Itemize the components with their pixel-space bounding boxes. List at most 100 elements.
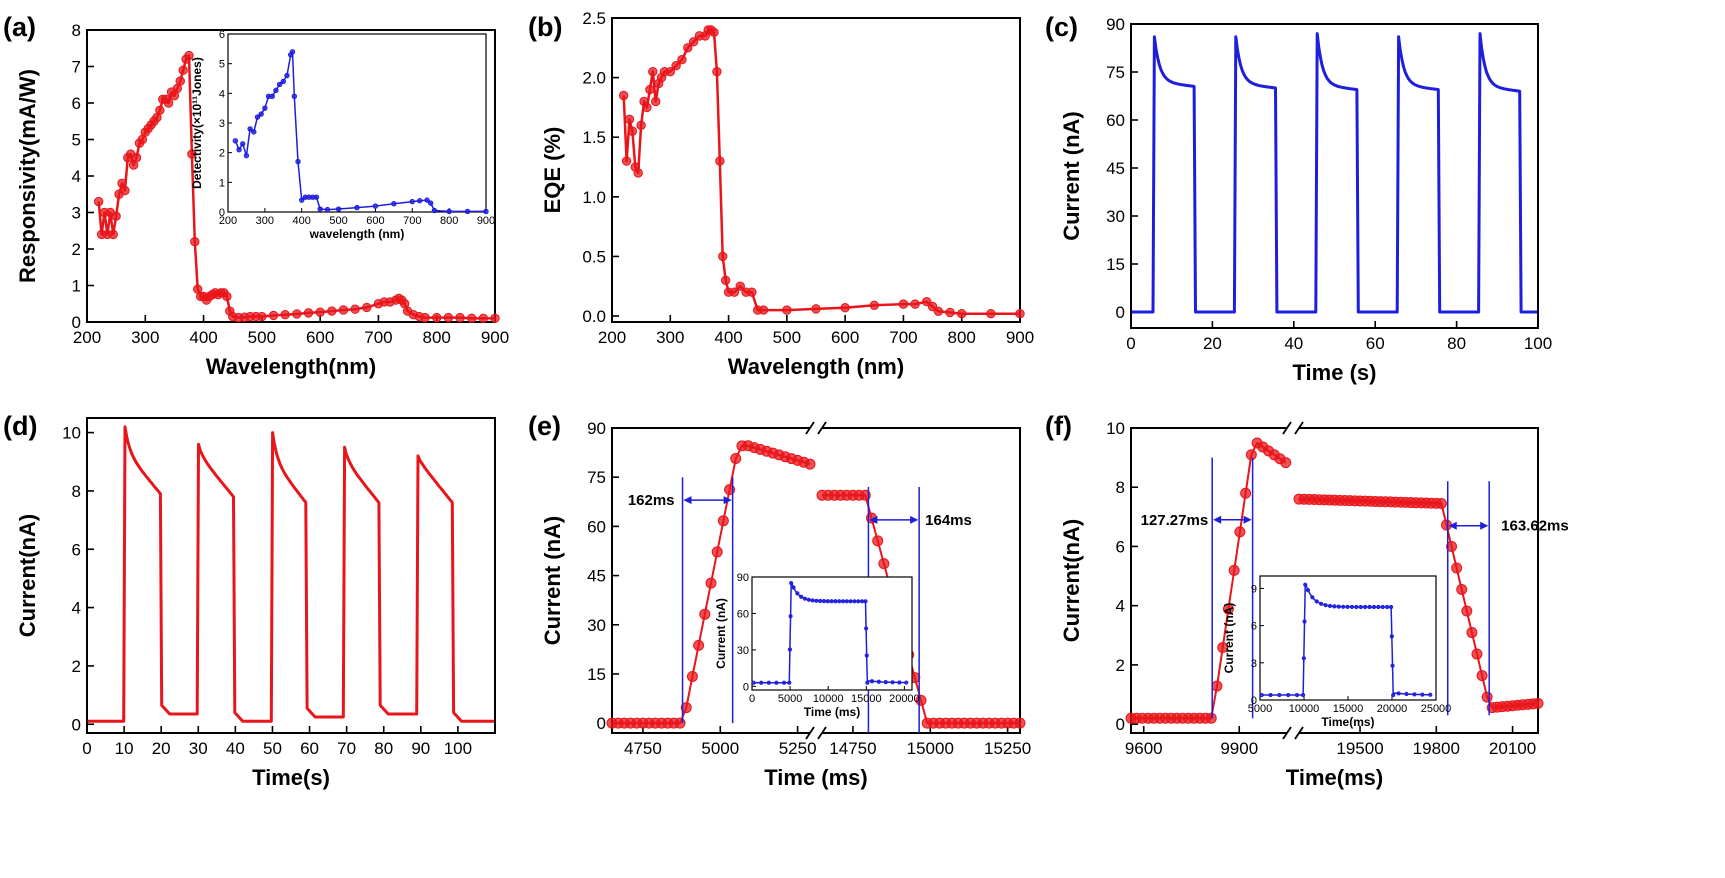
inset-x-tick-label: 700 bbox=[403, 215, 421, 227]
y-tick-label: 0 bbox=[1116, 303, 1125, 322]
inset-data-point bbox=[1376, 604, 1381, 610]
inset-data-point bbox=[852, 599, 857, 604]
y-tick-label: 30 bbox=[587, 616, 606, 635]
x-tick-label: 10 bbox=[115, 739, 134, 758]
data-point bbox=[280, 310, 290, 320]
inset-data-point bbox=[1389, 634, 1394, 639]
data-point bbox=[957, 308, 967, 319]
data-point bbox=[680, 702, 692, 714]
data-point bbox=[327, 306, 337, 316]
data-point bbox=[705, 577, 717, 589]
inset-data-point bbox=[1367, 604, 1372, 610]
inset-y-tick-label: 0 bbox=[743, 681, 749, 693]
chart-panel-4: 0 15 30 45 60 75 90 4750 5000 5250 14750 15000 15250… bbox=[528, 411, 1031, 790]
data-point bbox=[683, 43, 693, 53]
inset-x-tick-label: 15000 bbox=[1333, 703, 1364, 715]
data-point bbox=[645, 84, 655, 95]
response-time-label: 162ms bbox=[628, 492, 675, 509]
inset-y-tick-label: 4 bbox=[219, 88, 225, 100]
data-point bbox=[222, 291, 232, 302]
data-point bbox=[627, 126, 638, 136]
x-tick-label: 900 bbox=[481, 328, 509, 347]
y-tick-label: 10 bbox=[1106, 419, 1125, 438]
data-point bbox=[671, 60, 681, 71]
inset-data-point bbox=[1380, 604, 1385, 610]
inset-data-point bbox=[254, 114, 261, 120]
inset-data-point bbox=[799, 594, 804, 599]
y-tick-label: 0 bbox=[597, 714, 606, 733]
inset-x-axis-label: Time(ms) bbox=[1321, 715, 1374, 729]
x-tick-label: 700 bbox=[364, 328, 392, 347]
inset-data-point bbox=[1345, 604, 1350, 609]
data-point bbox=[709, 27, 719, 38]
inset-data-point bbox=[409, 198, 415, 205]
panel-label: (e) bbox=[528, 411, 561, 441]
x-tick-label: 9600 bbox=[1125, 739, 1163, 758]
y-axis-label: Responsivity(mA/W) bbox=[15, 69, 40, 283]
series-line bbox=[87, 425, 495, 723]
inset-data-point bbox=[1428, 692, 1433, 697]
inset-data-point bbox=[317, 206, 323, 212]
y-axis-label: Current (nA) bbox=[540, 516, 565, 646]
inset-y-axis-label: Current (nA) bbox=[714, 598, 728, 669]
inset-data-point bbox=[1404, 691, 1409, 697]
data-point bbox=[1461, 605, 1473, 617]
data-point bbox=[699, 608, 711, 620]
inset-data-point bbox=[1301, 656, 1306, 661]
data-point bbox=[1234, 526, 1246, 538]
inset-data-point bbox=[1336, 604, 1341, 609]
inset-data-point bbox=[1294, 692, 1300, 698]
data-point bbox=[184, 50, 194, 61]
inset-data-point bbox=[1358, 604, 1363, 610]
data-point bbox=[155, 105, 165, 116]
data-point bbox=[674, 717, 686, 729]
y-tick-label: 1.0 bbox=[582, 188, 606, 207]
y-tick-label: 2.0 bbox=[582, 69, 606, 88]
data-point bbox=[715, 156, 725, 166]
inset-data-point bbox=[865, 680, 870, 685]
x-axis-label: Time(s) bbox=[252, 765, 330, 790]
inset-data-point bbox=[829, 599, 834, 604]
inset-data-point bbox=[1420, 692, 1425, 697]
y-tick-label: 3 bbox=[72, 204, 81, 223]
axis-break-mark bbox=[1282, 421, 1292, 435]
data-point bbox=[840, 302, 850, 313]
inset-background bbox=[1260, 576, 1436, 700]
inset-data-point bbox=[1396, 691, 1401, 696]
y-tick-label: 0 bbox=[1116, 715, 1125, 734]
x-tick-label: 800 bbox=[948, 328, 976, 347]
inset-data-point bbox=[1319, 601, 1324, 606]
x-tick-label: 100 bbox=[444, 739, 472, 758]
axis-break-gap bbox=[810, 423, 822, 433]
inset-x-tick-label: 20000 bbox=[1377, 703, 1408, 715]
y-tick-label: 6 bbox=[72, 94, 81, 113]
inset-data-point bbox=[354, 204, 360, 211]
inset-data-point bbox=[232, 138, 239, 144]
y-tick-label: 45 bbox=[1106, 159, 1125, 178]
y-tick-label: 4 bbox=[1116, 597, 1125, 616]
data-point bbox=[1476, 670, 1488, 682]
data-point bbox=[1466, 627, 1478, 639]
data-point bbox=[811, 304, 821, 314]
x-tick-label: 900 bbox=[1006, 328, 1034, 347]
inset-data-point bbox=[1303, 582, 1308, 587]
y-tick-label: 90 bbox=[587, 419, 606, 438]
arrow-head bbox=[683, 496, 692, 505]
data-point bbox=[735, 281, 745, 291]
x-axis-label: Time(ms) bbox=[1286, 765, 1383, 790]
data-point bbox=[872, 535, 884, 547]
inset-data-point bbox=[416, 198, 423, 204]
x-tick-label: 400 bbox=[714, 328, 742, 347]
inset-background bbox=[228, 34, 486, 212]
x-tick-label: 200 bbox=[73, 328, 101, 347]
data-point bbox=[804, 458, 816, 470]
inset-data-point bbox=[864, 653, 869, 658]
data-point bbox=[898, 299, 909, 309]
response-time-label: 163.62ms bbox=[1501, 518, 1569, 535]
inset-data-point bbox=[788, 614, 793, 619]
inset-data-point bbox=[869, 679, 875, 684]
inset-data-point bbox=[818, 598, 823, 604]
data-point bbox=[621, 156, 632, 166]
data-point bbox=[747, 287, 757, 297]
inset-y-tick-label: 60 bbox=[737, 608, 749, 620]
